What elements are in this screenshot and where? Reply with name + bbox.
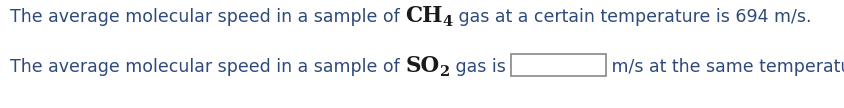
Text: m/s at the same temperature.: m/s at the same temperature. — [606, 58, 844, 76]
Text: SO: SO — [405, 55, 440, 77]
Bar — [511, 54, 606, 76]
Text: 2: 2 — [440, 65, 450, 79]
Text: gas is: gas is — [450, 58, 511, 76]
Text: CH: CH — [405, 5, 443, 27]
Text: The average molecular speed in a sample of: The average molecular speed in a sample … — [10, 58, 405, 76]
Text: 4: 4 — [443, 15, 453, 29]
Text: gas at a certain temperature is 694 m/s.: gas at a certain temperature is 694 m/s. — [453, 8, 811, 26]
Text: The average molecular speed in a sample of: The average molecular speed in a sample … — [10, 8, 405, 26]
